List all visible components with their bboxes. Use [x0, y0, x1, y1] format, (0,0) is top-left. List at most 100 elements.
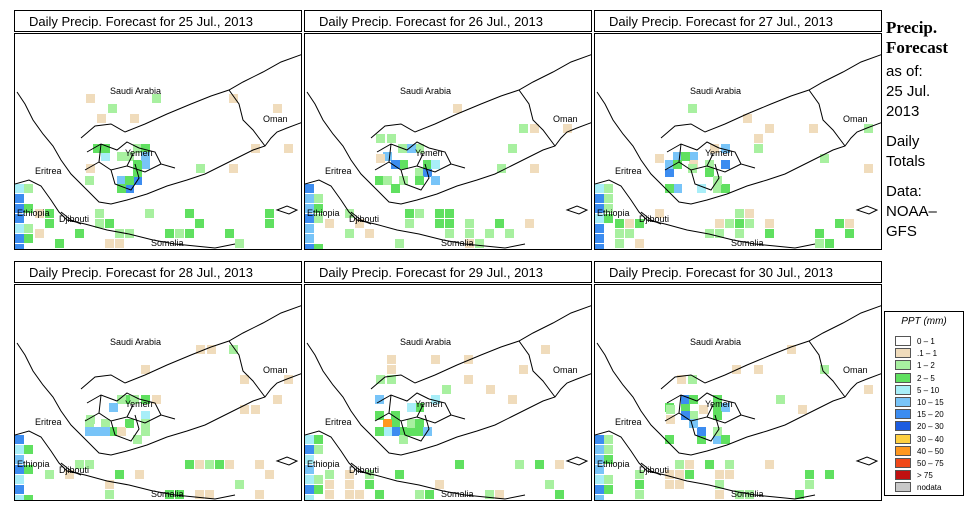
precip-cell: [115, 470, 124, 479]
governorate-boundary: [110, 163, 140, 191]
precip-cell: [595, 495, 604, 500]
precip-cell: [465, 229, 474, 238]
precip-cell: [15, 475, 24, 484]
precip-cell: [715, 229, 724, 238]
precip-cell: [195, 219, 204, 228]
precip-cell: [595, 435, 604, 444]
precip-cell: [235, 239, 244, 248]
precip-cell: [453, 104, 462, 113]
precip-cell: [665, 435, 674, 444]
precip-cell: [688, 375, 697, 384]
precip-cell: [141, 365, 150, 374]
precip-cell: [251, 405, 260, 414]
precip-cell: [407, 419, 416, 428]
precip-cell: [130, 395, 139, 404]
precip-cell: [721, 144, 730, 153]
precip-cell: [635, 239, 644, 248]
precip-cell: [486, 385, 495, 394]
yemen-oman-border: [228, 340, 266, 398]
precip-cell: [530, 124, 539, 133]
precip-cell: [689, 152, 698, 161]
precip-cell: [255, 460, 264, 469]
precip-cell: [24, 204, 33, 213]
precip-cell: [205, 490, 214, 499]
precip-cell: [305, 204, 314, 213]
precip-cell: [745, 209, 754, 218]
legend-label: 10 – 15: [917, 398, 944, 407]
arabia-coastline: [596, 342, 881, 456]
precip-cell: [45, 209, 54, 218]
panel-title: Daily Precip. Forecast for 26 Jul., 2013: [304, 10, 592, 32]
precip-cell: [754, 144, 763, 153]
djibouti-border: [640, 211, 662, 225]
daily-label: Daily: [886, 133, 920, 150]
precip-cell: [24, 224, 33, 233]
precip-cell: [345, 229, 354, 238]
precip-cell: [15, 224, 24, 233]
map-label-yemen: Yemen: [125, 148, 153, 158]
legend-swatch: [895, 445, 911, 456]
precip-cell: [595, 224, 604, 233]
precip-cell: [375, 490, 384, 499]
precip-cell: [235, 480, 244, 489]
precip-cell: [407, 144, 416, 153]
precip-cell: [15, 495, 24, 500]
precip-cell: [141, 419, 150, 428]
precip-cell: [635, 219, 644, 228]
legend-label: 1 – 2: [917, 361, 935, 371]
precip-cell: [273, 104, 282, 113]
precip-cell: [604, 475, 613, 484]
precip-cell: [95, 219, 104, 228]
precip-cell: [697, 435, 706, 444]
precip-cell: [105, 239, 114, 248]
precip-cell: [185, 209, 194, 218]
precip-cell: [675, 480, 684, 489]
governorate-boundary: [374, 412, 390, 422]
map-label-eritrea: Eritrea: [35, 417, 62, 427]
precip-cell: [665, 184, 674, 193]
governorate-boundary: [376, 141, 430, 153]
precip-cell: [305, 224, 314, 233]
precip-cell: [85, 460, 94, 469]
precip-cell: [314, 244, 323, 249]
precip-cell: [225, 460, 234, 469]
africa-coastline: [595, 179, 816, 249]
precip-cell: [314, 194, 323, 203]
precip-cell: [713, 184, 722, 193]
map-label-ethiopia: Ethiopia: [597, 459, 630, 469]
map-canvas: Saudi Arabia Oman Yemen Eritrea Ethiopia Djib…: [595, 54, 881, 249]
precip-cell: [75, 460, 84, 469]
precip-cell: [735, 490, 744, 499]
governorate-boundary: [138, 398, 176, 420]
map-label-djibouti: Djibouti: [349, 214, 379, 224]
precip-cell: [273, 395, 282, 404]
as-of-year: 2013: [886, 103, 920, 120]
precip-cell: [284, 144, 293, 153]
precip-cell: [93, 144, 102, 153]
precip-cell: [765, 219, 774, 228]
precip-cell: [465, 219, 474, 228]
precip-cells: [305, 104, 572, 249]
precip-cell: [625, 219, 634, 228]
africa-coastline: [305, 179, 526, 249]
side-title-line1: Precip.: [886, 18, 938, 37]
precip-cell: [697, 427, 706, 436]
precip-cell: [407, 427, 416, 436]
precip-cell: [415, 176, 424, 185]
yemen-oman-border: [518, 89, 556, 147]
precip-cell: [754, 134, 763, 143]
governorate-boundary: [428, 398, 466, 420]
precip-cell: [229, 94, 238, 103]
precip-cell: [85, 176, 94, 185]
precip-cell: [705, 160, 714, 169]
precip-cell: [675, 460, 684, 469]
precip-cell: [305, 214, 314, 223]
arabia-coastline: [16, 342, 301, 456]
precip-cells: [15, 94, 293, 249]
map-label-eritrea: Eritrea: [615, 417, 642, 427]
forecast-panel-4: Daily Precip. Forecast for 28 Jul., 2013…: [14, 261, 302, 501]
precip-cell: [555, 490, 564, 499]
precip-cell: [355, 219, 364, 228]
precip-cell: [387, 134, 396, 143]
precip-cell: [305, 194, 314, 203]
